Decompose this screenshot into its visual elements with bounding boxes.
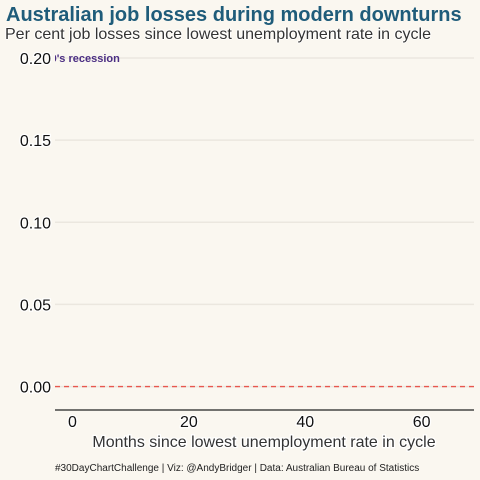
tick-labels: 0.00 0.05 0.10 0.15 0.20 0 20 40 60 — [19, 50, 432, 433]
annotation-label: 80's recession — [44, 53, 120, 65]
x-tick-label: 60 — [413, 414, 431, 431]
gridlines — [55, 57, 474, 388]
x-tick-label: 40 — [296, 414, 314, 431]
x-tick-label: 0 — [68, 414, 77, 431]
x-axis-label: Months since lowest unemployment rate in… — [92, 434, 435, 451]
y-tick-label: 0.15 — [20, 133, 51, 150]
chart-title: Australian job losses during modern down… — [6, 4, 462, 26]
y-tick-label: 0.20 — [20, 51, 51, 68]
y-tick-label: 0.10 — [20, 215, 51, 232]
y-tick-label: 0.00 — [20, 380, 51, 397]
x-tick-label: 20 — [180, 414, 198, 431]
chart-subtitle: Per cent job losses since lowest unemplo… — [5, 26, 431, 43]
caption: #30DayChartChallenge | Viz: @AndyBridger… — [55, 463, 420, 474]
annotations: 80's recession — [44, 53, 120, 65]
y-tick-label: 0.05 — [20, 297, 51, 314]
